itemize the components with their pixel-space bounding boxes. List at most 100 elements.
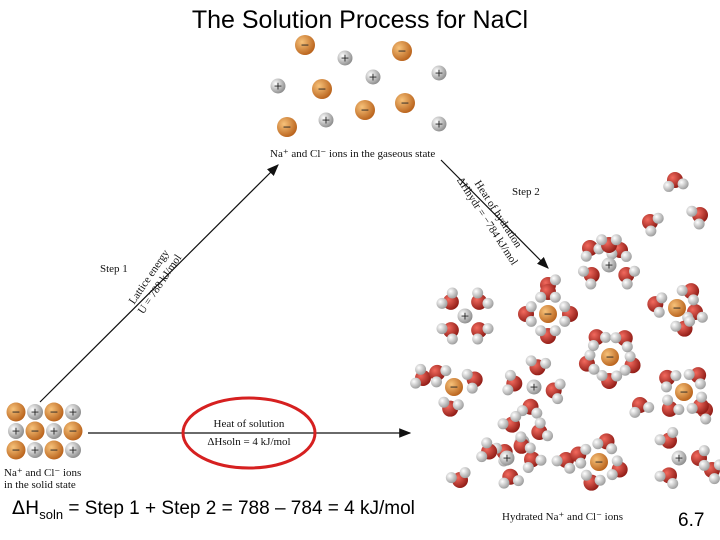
solid-state-line2: in the solid state <box>4 479 76 491</box>
sodium-ion-sign: − <box>679 386 688 399</box>
water-hydrogen <box>620 250 632 262</box>
step1-label: Step 1 <box>100 263 128 275</box>
solid-state-label: Na⁺ and Cl⁻ ions in the solid state <box>4 467 81 491</box>
delta-h-subscript: soln <box>39 506 64 522</box>
water-hydrogen <box>554 378 566 390</box>
gaseous-state-label: Na⁺ and Cl⁻ ions in the gaseous state <box>270 148 436 160</box>
chloride-ion <box>270 78 286 94</box>
water-hydrogen <box>673 404 685 416</box>
water-hydrogen <box>684 315 696 327</box>
step2-label: Step 2 <box>512 186 540 198</box>
water-hydrogen <box>525 301 537 313</box>
sodium-ion-sign: − <box>360 104 369 117</box>
water-hydrogen <box>440 365 452 377</box>
water-hydrogen <box>596 369 608 381</box>
water-hydrogen <box>559 315 571 327</box>
water-hydrogen <box>686 205 698 217</box>
water-hydrogen <box>619 364 631 376</box>
water-hydrogen <box>580 469 592 481</box>
sodium-ion <box>6 440 26 460</box>
water-hydrogen <box>525 315 537 327</box>
water-hydrogen <box>624 351 636 363</box>
summary-equation: ΔHsoln = Step 1 + Step 2 = 788 – 784 = 4… <box>12 497 415 522</box>
water-hydrogen <box>502 384 514 396</box>
water-hydrogen <box>698 459 710 471</box>
water-hydrogen <box>629 406 641 418</box>
water-hydrogen <box>594 474 606 486</box>
chloride-ion <box>65 404 81 420</box>
water-hydrogen <box>683 368 695 380</box>
water-hydrogen <box>592 438 604 450</box>
water-hydrogen <box>670 320 682 332</box>
water-hydrogen <box>611 370 623 382</box>
water-hydrogen <box>540 357 552 369</box>
solid-state-line1: Na⁺ and Cl⁻ ions <box>4 467 82 479</box>
water-hydrogen <box>552 393 564 405</box>
water-hydrogen <box>410 377 422 389</box>
water-hydrogen <box>535 454 547 466</box>
sodium-ion-sign: − <box>11 406 20 419</box>
chloride-ion <box>601 257 617 273</box>
water-hydrogen <box>504 369 516 381</box>
water-hydrogen <box>713 459 720 471</box>
chloride-ion-sign: + <box>434 67 443 80</box>
sodium-ion <box>44 402 64 422</box>
water-hydrogen <box>667 478 679 490</box>
water-hydrogen <box>551 455 563 467</box>
water-hydrogen <box>472 333 484 345</box>
sodium-ion <box>539 305 557 323</box>
water-hydrogen <box>656 292 668 304</box>
chloride-ion-sign: + <box>68 444 77 457</box>
sodium-ion-sign: − <box>449 381 458 394</box>
water-hydrogen <box>549 325 561 337</box>
equation-rest: = Step 1 + Step 2 = 788 – 784 = 4 kJ/mol <box>63 498 415 519</box>
water-hydrogen <box>698 445 710 457</box>
water-hydrogen <box>645 225 657 237</box>
delta-h-symbol: ΔH <box>12 497 40 519</box>
water-hydrogen <box>524 442 536 454</box>
sodium-ion-sign: − <box>30 425 39 438</box>
chloride-ion-sign: + <box>604 259 613 272</box>
chloride-ion-sign: + <box>434 118 443 131</box>
hydrated-ions-label: Hydrated Na⁺ and Cl⁻ ions <box>502 511 623 523</box>
water-hydrogen <box>438 396 450 408</box>
chloride-ion-sign: + <box>273 80 282 93</box>
water-hydrogen <box>512 475 524 487</box>
water-hydrogen <box>481 437 493 449</box>
chloride-ion <box>526 379 542 395</box>
heat-of-solution-highlight <box>181 396 317 470</box>
chloride-ion-sign: + <box>340 52 349 65</box>
water-hydrogen <box>653 306 665 318</box>
chloride-ion <box>27 404 43 420</box>
sodium-ion <box>395 93 415 113</box>
water-hydrogen <box>687 294 699 306</box>
sodium-ion-sign: − <box>11 444 20 457</box>
chloride-ion <box>671 450 687 466</box>
sodium-ion-sign: − <box>400 97 409 110</box>
chloride-ion <box>8 423 24 439</box>
water-hydrogen <box>700 413 712 425</box>
water-hydrogen <box>510 410 522 422</box>
water-hydrogen <box>436 323 448 335</box>
sodium-ion <box>392 41 412 61</box>
chloride-ion <box>431 116 447 132</box>
sodium-ion <box>277 117 297 137</box>
water-hydrogen <box>606 443 618 455</box>
water-hydrogen <box>564 462 576 474</box>
water-hydrogen <box>472 287 484 299</box>
water-hydrogen <box>459 467 471 479</box>
solid-crystal: − + − ++ − + −− + − + <box>6 402 83 460</box>
water-hydrogen <box>654 470 666 482</box>
water-hydrogen <box>584 349 596 361</box>
water-hydrogen <box>436 297 448 309</box>
water-hydrogen <box>522 462 534 474</box>
water-hydrogen <box>629 265 641 277</box>
water-hydrogen <box>708 473 720 485</box>
chloride-ion-sign: + <box>11 425 20 438</box>
water-hydrogen <box>694 378 706 390</box>
chloride-ion-sign: + <box>321 114 330 127</box>
water-hydrogen <box>662 394 674 406</box>
chloride-ion-sign: + <box>529 381 538 394</box>
water-hydrogen <box>525 355 537 367</box>
